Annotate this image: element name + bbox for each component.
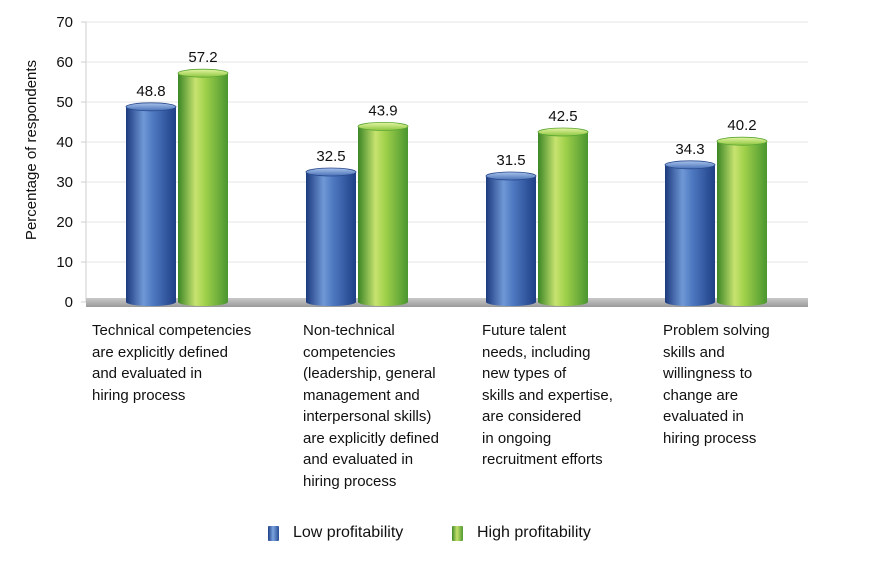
chart-floor [86, 298, 808, 307]
y-tick-label: 50 [56, 94, 73, 111]
category-label-line: recruitment efforts [482, 451, 603, 468]
legend-item-high: High profitability [452, 524, 591, 542]
category-label-line: Future talent [482, 322, 567, 339]
category-label-line: are explicitly defined [303, 429, 439, 447]
category-label-line: skills and [663, 343, 725, 361]
category-label-line: willingness to [663, 365, 753, 382]
y-tick-label: 10 [56, 254, 73, 271]
y-tick-label: 0 [65, 294, 73, 311]
y-tick-label: 40 [56, 134, 73, 151]
data-label: 31.5 [496, 152, 525, 169]
bar-high-profitability [537, 127, 589, 306]
data-label: 40.2 [727, 117, 756, 134]
category-label: Future talent needs, including new types o… [482, 320, 657, 471]
category-label-line: are considered [482, 408, 582, 425]
category-label-line: Technical competencies [92, 322, 252, 339]
category-label-line: needs, including [482, 343, 591, 361]
data-label: 32.5 [316, 148, 345, 165]
y-axis: 0 10 20 30 40 50 60 70 [56, 14, 87, 311]
bar-high-profitability [357, 122, 409, 306]
y-tick-label: 30 [56, 174, 73, 191]
data-label: 43.9 [368, 102, 397, 119]
data-label: 57.2 [188, 49, 217, 66]
legend-label-high: High profitability [477, 524, 591, 541]
legend-swatch-low [268, 525, 279, 541]
legend-swatch-high [452, 525, 463, 541]
category-label-line: Problem solving [663, 322, 770, 339]
category-label-line: interpersonal skills) [303, 408, 432, 425]
legend-label-low: Low profitability [293, 524, 404, 541]
y-tick-label: 20 [56, 214, 73, 231]
category-label-line: and evaluated in [303, 451, 414, 468]
y-tick-label: 70 [56, 14, 73, 31]
category-label-line: competencies [303, 343, 396, 361]
category-label-line: hiring process [92, 386, 186, 404]
category-label: Technical competencies are explicitly def… [92, 320, 267, 406]
category-label-line: hiring process [303, 472, 397, 490]
bar-high-profitability [177, 68, 229, 306]
category-label-line: and evaluated in [92, 365, 203, 382]
category-label-line: new types of [482, 365, 567, 382]
category-label: Problem solving skills and willingness to c… [663, 320, 838, 449]
category-label: Non-technical competencies (leadership, ge… [303, 320, 478, 492]
y-tick-label: 60 [56, 54, 73, 71]
category-label-line: change are [663, 386, 739, 404]
legend-item-low: Low profitability [268, 524, 403, 542]
y-axis-title: Percentage of respondents [23, 60, 40, 240]
bar-low-profitability [305, 167, 357, 306]
data-label: 48.8 [136, 83, 165, 100]
legend: Low profitability High profitability [0, 524, 876, 544]
category-label-line: skills and expertise, [482, 386, 613, 404]
bar-low-profitability [664, 160, 716, 306]
category-label-line: evaluated in [663, 408, 744, 425]
bars [125, 68, 768, 306]
category-label-line: hiring process [663, 429, 757, 447]
bar-low-profitability [125, 102, 177, 306]
category-label-line: Non-technical [303, 322, 395, 339]
category-label-line: in ongoing [482, 429, 552, 447]
data-label: 42.5 [548, 108, 577, 125]
category-label-line: management and [303, 386, 420, 404]
data-labels: 48.8 32.5 31.5 34.3 57.2 43.9 42.5 40.2 [136, 49, 756, 169]
bar-high-profitability [716, 136, 768, 306]
data-label: 34.3 [675, 141, 704, 158]
category-label-line: are explicitly defined [92, 343, 228, 361]
bar-low-profitability [485, 171, 537, 306]
category-label-line: (leadership, general [303, 365, 436, 382]
